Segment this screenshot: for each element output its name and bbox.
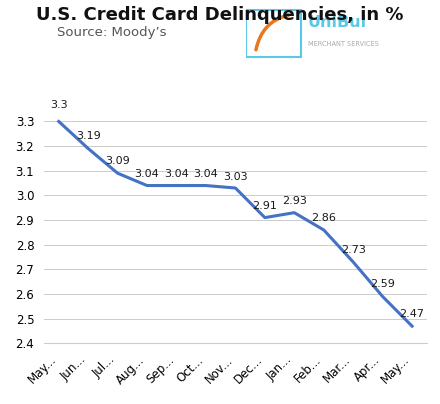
Text: 2.86: 2.86 [312, 213, 336, 223]
Text: 3.04: 3.04 [164, 169, 189, 179]
FancyBboxPatch shape [246, 10, 301, 57]
Text: Source: Moody’s: Source: Moody’s [57, 26, 167, 39]
Text: MERCHANT SERVICES: MERCHANT SERVICES [308, 42, 378, 47]
FancyArrowPatch shape [256, 15, 288, 50]
Text: 2.93: 2.93 [282, 196, 307, 206]
Text: 3.3: 3.3 [50, 99, 67, 109]
Text: 2.59: 2.59 [370, 279, 395, 289]
Text: 2.73: 2.73 [341, 244, 366, 255]
Text: 2.47: 2.47 [400, 309, 425, 319]
Text: 3.04: 3.04 [135, 169, 159, 179]
Text: 3.03: 3.03 [223, 172, 248, 181]
Text: 3.04: 3.04 [194, 169, 218, 179]
Text: 3.19: 3.19 [76, 131, 101, 141]
Text: 3.09: 3.09 [105, 156, 130, 166]
Text: U.S. Credit Card Delinquencies, in %: U.S. Credit Card Delinquencies, in % [36, 6, 404, 24]
Text: UniBul: UniBul [308, 15, 367, 30]
Text: 2.91: 2.91 [253, 201, 277, 211]
